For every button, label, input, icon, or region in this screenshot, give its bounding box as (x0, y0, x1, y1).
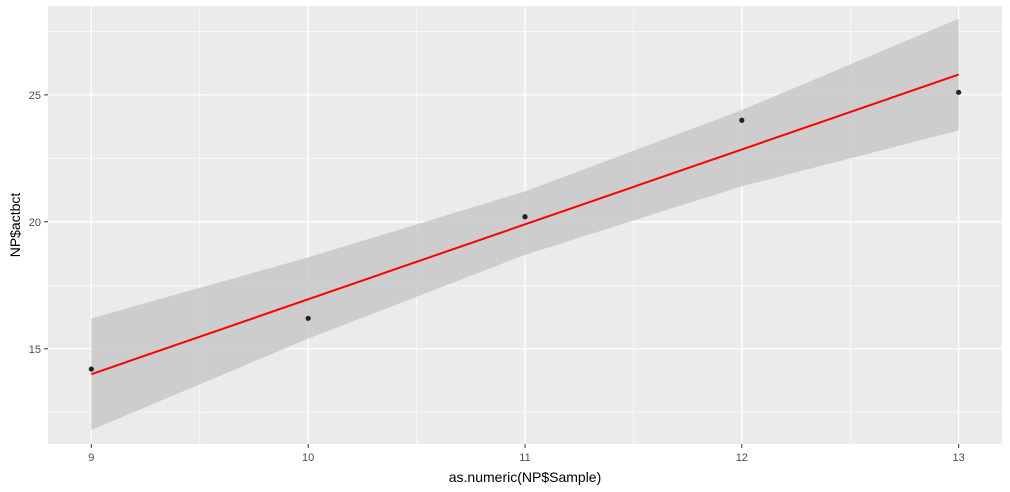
data-point (305, 315, 311, 321)
data-point (522, 214, 528, 220)
x-tick-label: 12 (736, 452, 748, 464)
data-point (956, 89, 962, 95)
y-tick-label: 15 (29, 344, 41, 356)
x-tick-label: 9 (88, 452, 94, 464)
y-tick-label: 20 (29, 217, 41, 229)
data-point (88, 366, 94, 372)
y-axis-title: NP$actbct (7, 193, 23, 258)
x-axis-ticks: 9 10 11 12 13 (88, 444, 965, 464)
y-tick-label: 25 (29, 90, 41, 102)
y-axis-ticks: 15 20 25 (29, 90, 48, 356)
fit-line (91, 73, 959, 376)
data-point (739, 117, 745, 123)
x-tick-label: 11 (519, 452, 530, 464)
x-tick-label: 10 (302, 452, 314, 464)
data-points (88, 89, 962, 372)
x-tick-label: 13 (953, 452, 965, 464)
x-axis-title: as.numeric(NP$Sample) (449, 469, 602, 485)
